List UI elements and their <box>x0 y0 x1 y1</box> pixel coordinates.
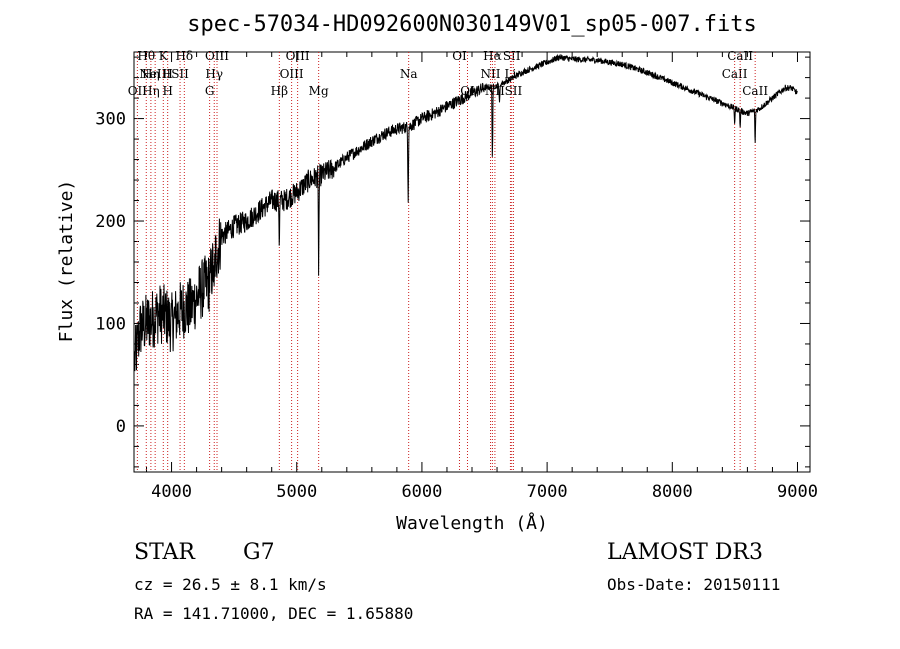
object-type: STAR <box>134 540 195 565</box>
line-marker-label: CaII <box>727 49 753 63</box>
line-marker-label: Hγ <box>205 67 223 81</box>
line-marker-label: Hβ <box>271 84 288 98</box>
x-tick-label: 6000 <box>401 482 442 502</box>
line-marker-label: CaII <box>742 84 768 98</box>
line-marker-label: NII <box>481 67 501 81</box>
coordinates: RA = 141.71000, DEC = 1.65880 <box>134 604 414 623</box>
spectrum-series <box>134 53 798 372</box>
line-marker-label: G <box>205 84 215 98</box>
line-marker-label: Mg <box>309 84 329 98</box>
x-tick-label: 4000 <box>151 482 192 502</box>
y-tick-label: 0 <box>116 417 126 437</box>
line-marker-label: K <box>159 49 169 63</box>
line-marker-label: Na <box>400 67 418 81</box>
line-marker-label: Hθ <box>137 49 155 63</box>
line-marker-label: OIII <box>205 49 229 63</box>
line-marker-label: Hδ <box>175 49 193 63</box>
line-marker-label: SII <box>505 84 523 98</box>
line-marker-label: OIII <box>280 67 304 81</box>
x-tick-label: 8000 <box>652 482 693 502</box>
line-marker-label: H <box>162 84 172 98</box>
line-marker-label: OII <box>128 84 148 98</box>
chart-title: spec-57034-HD092600N030149V01_sp05-007.f… <box>187 12 757 37</box>
line-marker-label: SII <box>503 49 521 63</box>
line-marker-label: Li <box>505 67 517 81</box>
x-tick-label: 7000 <box>527 482 568 502</box>
line-marker-label: Hη <box>142 84 160 98</box>
x-axis-label: Wavelength (Å) <box>396 512 548 534</box>
plot-frame <box>133 51 811 473</box>
line-marker-label: H <box>162 67 172 81</box>
obs-date: Obs-Date: 20150111 <box>607 575 781 594</box>
x-tick-label: 9000 <box>777 482 818 502</box>
line-marker-label: Hα <box>483 49 502 63</box>
subclass: G7 <box>243 540 275 565</box>
line-marker-label: SII <box>171 67 189 81</box>
y-tick-label: 100 <box>95 314 126 334</box>
survey-name: LAMOST DR3 <box>607 540 763 565</box>
y-tick-label: 200 <box>95 212 126 232</box>
line-marker-label: CaII <box>722 67 748 81</box>
y-axis-label: Flux (relative) <box>56 180 77 343</box>
x-tick-label: 5000 <box>276 482 317 502</box>
line-marker-label: OI <box>452 49 467 63</box>
y-tick-label: 300 <box>95 110 126 130</box>
redshift-cz: cz = 26.5 ± 8.1 km/s <box>134 575 327 594</box>
line-marker-label: OIII <box>286 49 310 63</box>
